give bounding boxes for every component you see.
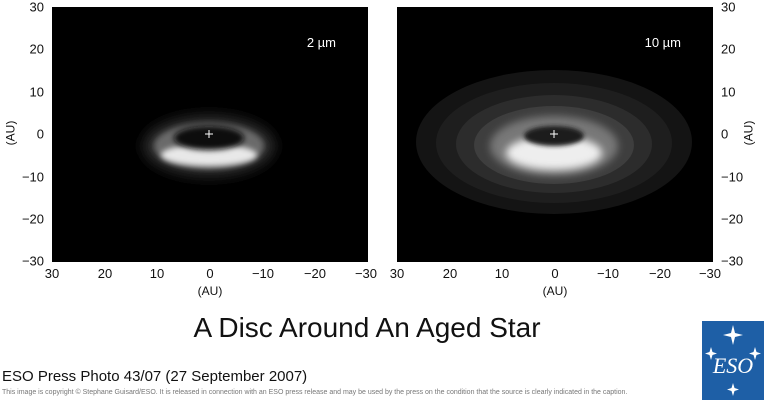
x-tick-right-panel: 20 <box>442 266 458 281</box>
x-tick-right-panel: 10 <box>494 266 510 281</box>
figure-title: A Disc Around An Aged Star <box>193 312 541 343</box>
eso-logo: ESO <box>702 321 764 400</box>
disc-bright-arc <box>161 144 257 166</box>
band-label-10um: 10 µm <box>644 35 681 50</box>
y-tick-left: 30 <box>29 0 44 15</box>
x-tick-right-panel: −30 <box>698 266 722 281</box>
disc-image-2um <box>143 115 275 177</box>
x-tick-right-panel: 30 <box>389 266 405 281</box>
y-axis-label-left: (AU) <box>3 120 18 146</box>
x-tick-left-panel: −30 <box>354 266 378 281</box>
disc-bright-arc <box>506 136 602 170</box>
x-tick-left-panel: 30 <box>44 266 60 281</box>
y-tick-right: 20 <box>721 41 736 57</box>
y-tick-left: −10 <box>21 169 44 185</box>
copyright-notice: This image is copyright © Stephane Guisa… <box>2 389 628 396</box>
y-tick-right: −10 <box>721 169 744 185</box>
star-glyph <box>749 347 761 360</box>
x-tick-left-panel: 20 <box>97 266 113 281</box>
eso-logo-text: ESO <box>712 353 753 378</box>
y-tick-left: 0 <box>36 126 44 142</box>
y-tick-left: 20 <box>29 41 44 57</box>
x-tick-right-panel: 0 <box>551 266 559 281</box>
x-tick-left-panel: 10 <box>149 266 165 281</box>
star-marker <box>550 130 558 138</box>
image-panel-10um: 10 µm <box>397 7 713 262</box>
y-axis-label-right: (AU) <box>741 120 756 146</box>
y-tick-right: 30 <box>721 0 736 15</box>
x-tick-left-panel: −20 <box>303 266 327 281</box>
star-glyph <box>705 347 717 360</box>
x-tick-right-panel: −20 <box>648 266 672 281</box>
y-tick-left: −30 <box>21 253 44 269</box>
y-tick-left: 10 <box>29 84 44 100</box>
y-tick-right: −30 <box>721 253 744 269</box>
y-tick-right: 10 <box>721 84 736 100</box>
disc-image-10um <box>416 70 692 214</box>
star-glyph <box>723 325 743 345</box>
y-tick-right: −20 <box>721 211 744 227</box>
x-axis-label-left: (AU) <box>197 284 223 298</box>
y-tick-right: 0 <box>721 126 729 142</box>
y-tick-left: −20 <box>21 211 44 227</box>
x-tick-left-panel: 0 <box>206 266 214 281</box>
x-tick-right-panel: −10 <box>596 266 620 281</box>
eso-logo-mark: ESO <box>705 325 761 396</box>
star-marker <box>205 130 213 138</box>
x-axis-label-right: (AU) <box>542 284 568 298</box>
image-panel-2um: 2 µm <box>52 7 368 262</box>
band-label-2um: 2 µm <box>306 35 336 50</box>
x-tick-left-panel: −10 <box>251 266 275 281</box>
press-photo-caption: ESO Press Photo 43/07 (27 September 2007… <box>2 368 308 385</box>
star-glyph <box>727 383 739 396</box>
